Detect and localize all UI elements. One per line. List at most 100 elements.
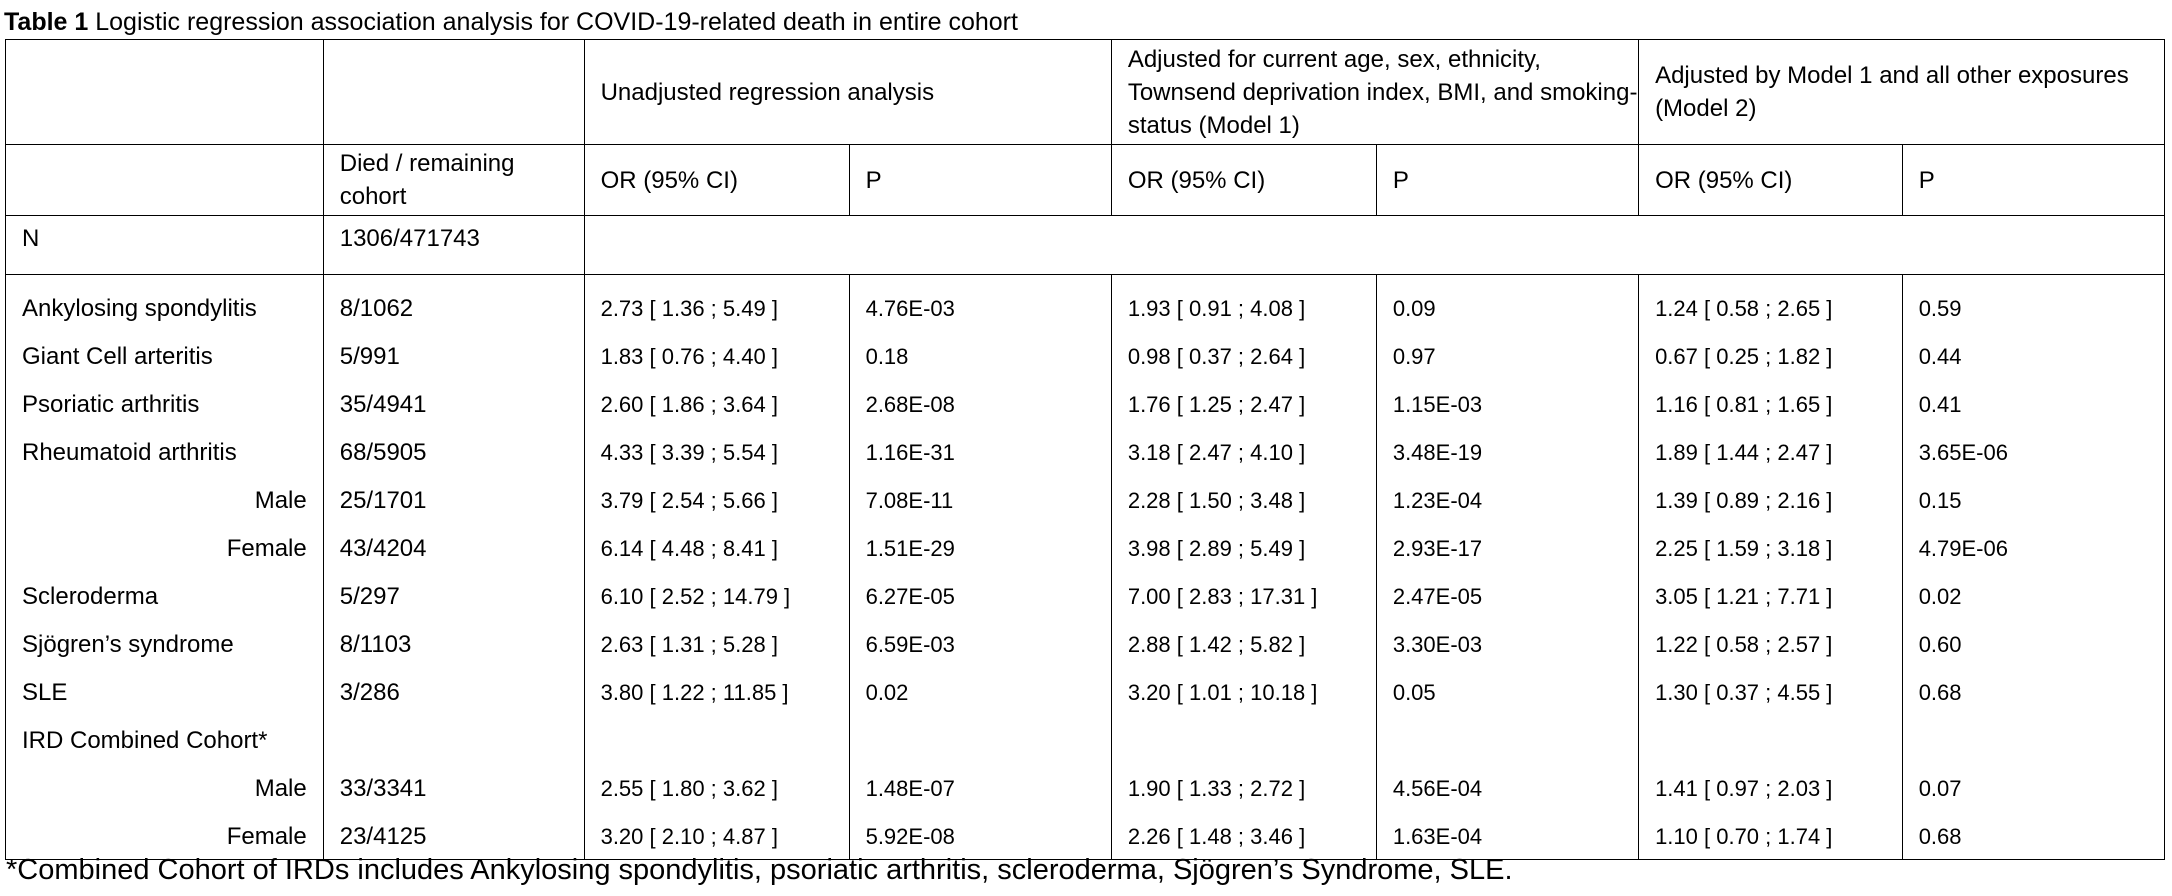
column-header-p: P bbox=[848, 144, 1112, 216]
table-cell: 2.88 [ 1.42 ; 5.82 ] bbox=[1110, 619, 1377, 667]
table-row: Female 43/4204 6.14 [ 4.48 ; 8.41 ] 1.51E-2… bbox=[5, 523, 2166, 571]
row-label: Male bbox=[5, 763, 324, 811]
header-group-row: Unadjusted regression analysis Adjusted … bbox=[5, 39, 2165, 145]
row-label: Sjögren’s syndrome bbox=[5, 619, 324, 667]
table-cell: 0.44 bbox=[1901, 331, 2166, 379]
table-row: Male 25/1701 3.79 [ 2.54 ; 5.66 ] 7.08E-11 2… bbox=[5, 475, 2166, 523]
table-cell: 1.10 [ 0.70 ; 1.74 ] bbox=[1638, 811, 1903, 860]
table-cell: 3.65E-06 bbox=[1901, 427, 2166, 475]
table-cell: 4.33 [ 3.39 ; 5.54 ] bbox=[583, 427, 850, 475]
table-row: Sjögren’s syndrome 8/1103 2.63 [ 1.31 ; 5.… bbox=[5, 619, 2166, 667]
table-cell: 1.15E-03 bbox=[1375, 379, 1640, 427]
table-cell: 0.97 bbox=[1375, 331, 1640, 379]
table-cell: 4.79E-06 bbox=[1901, 523, 2166, 571]
table-cell bbox=[1110, 715, 1377, 763]
table-cell: 1.89 [ 1.44 ; 2.47 ] bbox=[1638, 427, 1903, 475]
table-cell: 5/991 bbox=[322, 331, 585, 379]
table-cell: 0.02 bbox=[1901, 571, 2166, 619]
row-label: Ankylosing spondylitis bbox=[5, 274, 324, 331]
table-cell: 0.60 bbox=[1901, 619, 2166, 667]
table-row: SLE 3/286 3.80 [ 1.22 ; 11.85 ] 0.02 3.20 [ … bbox=[5, 667, 2166, 715]
column-header-p: P bbox=[1901, 144, 2166, 216]
header-group-unadjusted: Unadjusted regression analysis bbox=[583, 39, 1112, 145]
table-cell: 7.00 [ 2.83 ; 17.31 ] bbox=[1110, 571, 1377, 619]
table-cell: 23/4125 bbox=[322, 811, 585, 860]
table-cell bbox=[848, 715, 1112, 763]
table-cell: 25/1701 bbox=[322, 475, 585, 523]
table-cell: 3.20 [ 1.01 ; 10.18 ] bbox=[1110, 667, 1377, 715]
table-footnote: *Combined Cohort of IRDs includes Ankylo… bbox=[6, 854, 1513, 886]
table-cell bbox=[583, 715, 850, 763]
table-cell: 1.16 [ 0.81 ; 1.65 ] bbox=[1638, 379, 1903, 427]
table-cell: 3.18 [ 2.47 ; 4.10 ] bbox=[1110, 427, 1377, 475]
table-cell: 5/297 bbox=[322, 571, 585, 619]
row-label: Rheumatoid arthritis bbox=[5, 427, 324, 475]
table-cell: 6.27E-05 bbox=[848, 571, 1112, 619]
n-row-empty bbox=[583, 215, 2166, 275]
table-cell: 6.14 [ 4.48 ; 8.41 ] bbox=[583, 523, 850, 571]
row-label: IRD Combined Cohort* bbox=[5, 715, 324, 763]
table-cell: 0.68 bbox=[1901, 667, 2166, 715]
table-cell: 0.41 bbox=[1901, 379, 2166, 427]
table-cell: 6.59E-03 bbox=[848, 619, 1112, 667]
table-cell: 3.30E-03 bbox=[1375, 619, 1640, 667]
n-label: N bbox=[5, 215, 324, 275]
table-cell: 2.93E-17 bbox=[1375, 523, 1640, 571]
row-label: Female bbox=[5, 523, 324, 571]
table-cell: 6.10 [ 2.52 ; 14.79 ] bbox=[583, 571, 850, 619]
table-caption: Table 1 Logistic regression association … bbox=[4, 6, 1018, 38]
table-cell: 3.80 [ 1.22 ; 11.85 ] bbox=[583, 667, 850, 715]
n-value: 1306/471743 bbox=[322, 215, 585, 275]
row-label: Giant Cell arteritis bbox=[5, 331, 324, 379]
table-cell: 2.73 [ 1.36 ; 5.49 ] bbox=[583, 274, 850, 331]
column-header-died: Died / remaining cohort bbox=[322, 144, 585, 216]
table-cell: 1.30 [ 0.37 ; 4.55 ] bbox=[1638, 667, 1903, 715]
table-cell: 2.25 [ 1.59 ; 3.18 ] bbox=[1638, 523, 1903, 571]
table-cell: 0.67 [ 0.25 ; 1.82 ] bbox=[1638, 331, 1903, 379]
row-label: Scleroderma bbox=[5, 571, 324, 619]
table-cell: 2.47E-05 bbox=[1375, 571, 1640, 619]
table-cell: 0.68 bbox=[1901, 811, 2166, 860]
table-cell: 1.76 [ 1.25 ; 2.47 ] bbox=[1110, 379, 1377, 427]
table-cell: 0.59 bbox=[1901, 274, 2166, 331]
header-column-row: Died / remaining cohort OR (95% CI) P OR… bbox=[5, 144, 2166, 216]
table-cell: 3/286 bbox=[322, 667, 585, 715]
table-cell: 3.05 [ 1.21 ; 7.71 ] bbox=[1638, 571, 1903, 619]
table-row: Rheumatoid arthritis 68/5905 4.33 [ 3.39 ;… bbox=[5, 427, 2166, 475]
table-cell bbox=[1375, 715, 1640, 763]
table-cell: 3.79 [ 2.54 ; 5.66 ] bbox=[583, 475, 850, 523]
table-cell: 7.08E-11 bbox=[848, 475, 1112, 523]
table-cell: 3.98 [ 2.89 ; 5.49 ] bbox=[1110, 523, 1377, 571]
table-cell: 1.39 [ 0.89 ; 2.16 ] bbox=[1638, 475, 1903, 523]
table-cell: 35/4941 bbox=[322, 379, 585, 427]
table-cell: 1.93 [ 0.91 ; 4.08 ] bbox=[1110, 274, 1377, 331]
table-cell: 33/3341 bbox=[322, 763, 585, 811]
row-label: SLE bbox=[5, 667, 324, 715]
table-cell: 3.48E-19 bbox=[1375, 427, 1640, 475]
table-cell: 1.22 [ 0.58 ; 2.57 ] bbox=[1638, 619, 1903, 667]
table-cell bbox=[1901, 715, 2166, 763]
table-cell: 0.18 bbox=[848, 331, 1112, 379]
table-cell: 2.26 [ 1.48 ; 3.46 ] bbox=[1110, 811, 1377, 860]
table-cell: 0.98 [ 0.37 ; 2.64 ] bbox=[1110, 331, 1377, 379]
table-cell: 0.15 bbox=[1901, 475, 2166, 523]
table-row: Ankylosing spondylitis 8/1062 2.73 [ 1.36 … bbox=[5, 274, 2166, 331]
table-cell: 4.76E-03 bbox=[848, 274, 1112, 331]
column-header bbox=[5, 144, 324, 216]
table-cell: 0.05 bbox=[1375, 667, 1640, 715]
table-cell: 2.60 [ 1.86 ; 3.64 ] bbox=[583, 379, 850, 427]
table-row: Female 23/4125 3.20 [ 2.10 ; 4.87 ] 5.92E-0… bbox=[5, 811, 2166, 860]
table-cell: 1.48E-07 bbox=[848, 763, 1112, 811]
table-caption-text: Logistic regression association analysis… bbox=[95, 8, 1018, 36]
table-cell bbox=[1638, 715, 1903, 763]
table-row: Scleroderma 5/297 6.10 [ 2.52 ; 14.79 ] 6.2… bbox=[5, 571, 2166, 619]
table-cell: 8/1062 bbox=[322, 274, 585, 331]
table-cell: 1.41 [ 0.97 ; 2.03 ] bbox=[1638, 763, 1903, 811]
column-header-or: OR (95% CI) bbox=[1110, 144, 1377, 216]
table-cell: 1.63E-04 bbox=[1375, 811, 1640, 860]
table-row: Male 33/3341 2.55 [ 1.80 ; 3.62 ] 1.48E-07 1… bbox=[5, 763, 2166, 811]
table-row: Giant Cell arteritis 5/991 1.83 [ 0.76 ; 4… bbox=[5, 331, 2166, 379]
row-label: Female bbox=[5, 811, 324, 860]
header-group-model2: Adjusted by Model 1 and all other exposu… bbox=[1638, 39, 2165, 145]
regression-table: Unadjusted regression analysis Adjusted … bbox=[5, 39, 2166, 860]
